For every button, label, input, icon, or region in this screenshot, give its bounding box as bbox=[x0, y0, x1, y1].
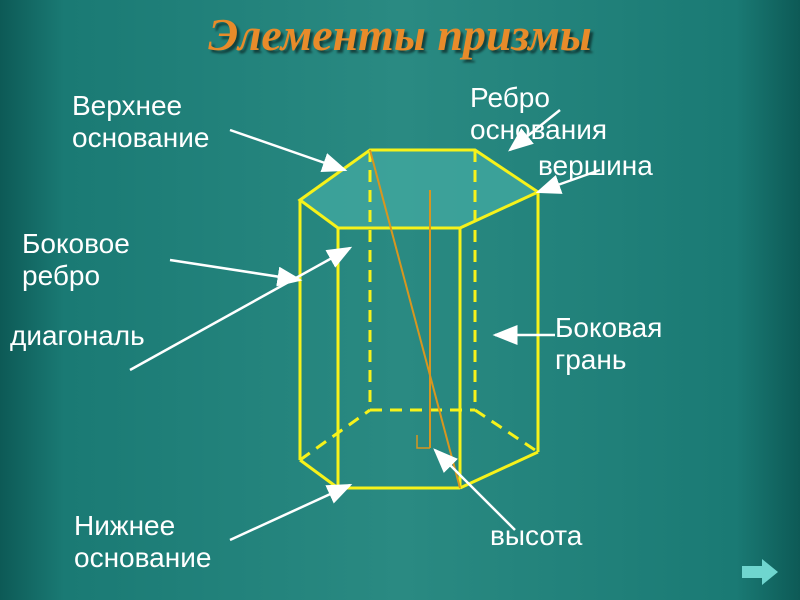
label-base-edge: Ребро основания bbox=[470, 82, 690, 146]
label-lateral-edge: Боковое ребро bbox=[22, 228, 172, 292]
next-slide-button[interactable] bbox=[740, 558, 780, 586]
label-lateral-face: Боковая грань bbox=[555, 312, 705, 376]
slide: Элементы призмы Верхнее основание Ребро … bbox=[0, 0, 800, 600]
label-diagonal: диагональ bbox=[10, 320, 140, 352]
arrow-right-icon bbox=[740, 558, 780, 586]
label-top-base: Верхнее основание bbox=[72, 90, 272, 154]
slide-title: Элементы призмы bbox=[0, 8, 800, 61]
label-bottom-base: Нижнее основание bbox=[74, 510, 244, 574]
label-vertex: вершина bbox=[538, 150, 653, 182]
label-height: высота bbox=[490, 520, 582, 552]
